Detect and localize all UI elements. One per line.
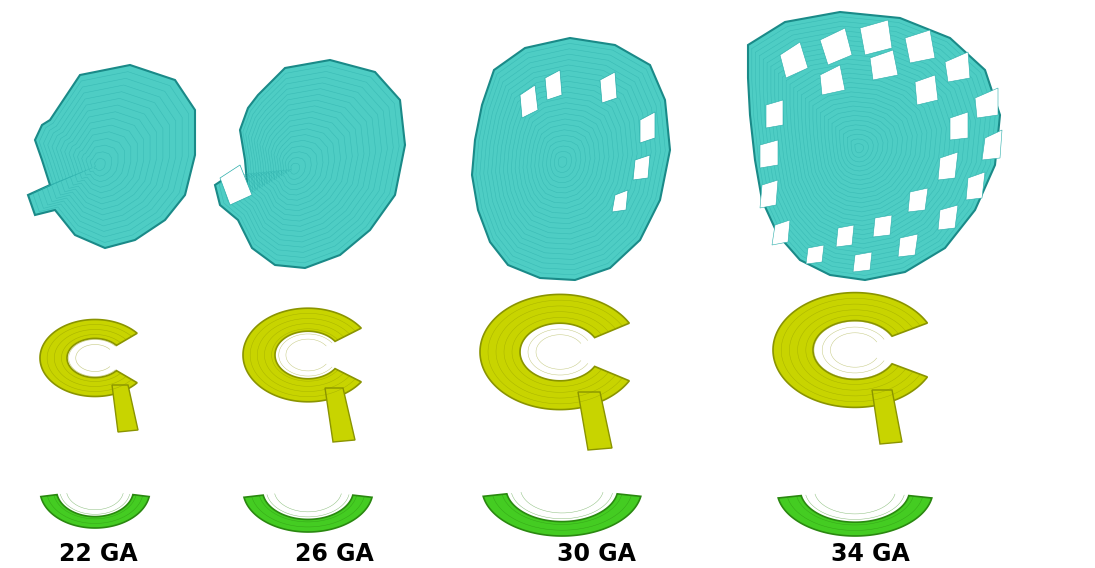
Polygon shape bbox=[820, 28, 852, 65]
Polygon shape bbox=[325, 388, 355, 442]
Polygon shape bbox=[806, 245, 825, 264]
Polygon shape bbox=[908, 188, 927, 212]
Polygon shape bbox=[748, 12, 1000, 280]
Polygon shape bbox=[244, 495, 372, 532]
Polygon shape bbox=[41, 320, 137, 396]
Polygon shape bbox=[898, 234, 918, 257]
Polygon shape bbox=[520, 85, 538, 118]
Polygon shape bbox=[772, 220, 789, 245]
Polygon shape bbox=[835, 225, 854, 247]
Polygon shape bbox=[480, 294, 630, 410]
Polygon shape bbox=[243, 308, 361, 402]
Polygon shape bbox=[28, 65, 195, 248]
Polygon shape bbox=[112, 385, 138, 432]
Polygon shape bbox=[872, 390, 902, 444]
Polygon shape bbox=[612, 190, 629, 212]
Polygon shape bbox=[780, 42, 808, 78]
Polygon shape bbox=[760, 180, 779, 208]
Polygon shape bbox=[578, 392, 612, 450]
Polygon shape bbox=[945, 52, 970, 82]
Polygon shape bbox=[633, 155, 650, 180]
Polygon shape bbox=[545, 70, 562, 100]
Polygon shape bbox=[915, 75, 938, 105]
Polygon shape bbox=[820, 65, 845, 95]
Text: 34 GA: 34 GA bbox=[831, 542, 910, 566]
Polygon shape bbox=[904, 30, 935, 63]
Polygon shape bbox=[483, 494, 641, 536]
Polygon shape bbox=[982, 130, 1002, 160]
Polygon shape bbox=[975, 88, 998, 118]
Polygon shape bbox=[220, 165, 252, 205]
Polygon shape bbox=[873, 215, 892, 237]
Polygon shape bbox=[41, 495, 149, 528]
Polygon shape bbox=[639, 112, 655, 143]
Polygon shape bbox=[215, 60, 405, 268]
Polygon shape bbox=[853, 252, 872, 272]
Polygon shape bbox=[760, 140, 779, 168]
Polygon shape bbox=[766, 100, 783, 128]
Polygon shape bbox=[472, 38, 670, 280]
Text: 30 GA: 30 GA bbox=[557, 542, 636, 566]
Polygon shape bbox=[871, 50, 898, 80]
Polygon shape bbox=[950, 112, 968, 140]
Polygon shape bbox=[773, 293, 927, 407]
Polygon shape bbox=[779, 496, 932, 536]
Text: 22 GA: 22 GA bbox=[59, 542, 138, 566]
Polygon shape bbox=[938, 152, 958, 180]
Polygon shape bbox=[860, 20, 892, 55]
Polygon shape bbox=[966, 172, 986, 200]
Text: 26 GA: 26 GA bbox=[295, 542, 373, 566]
Polygon shape bbox=[600, 72, 616, 103]
Polygon shape bbox=[938, 205, 958, 230]
